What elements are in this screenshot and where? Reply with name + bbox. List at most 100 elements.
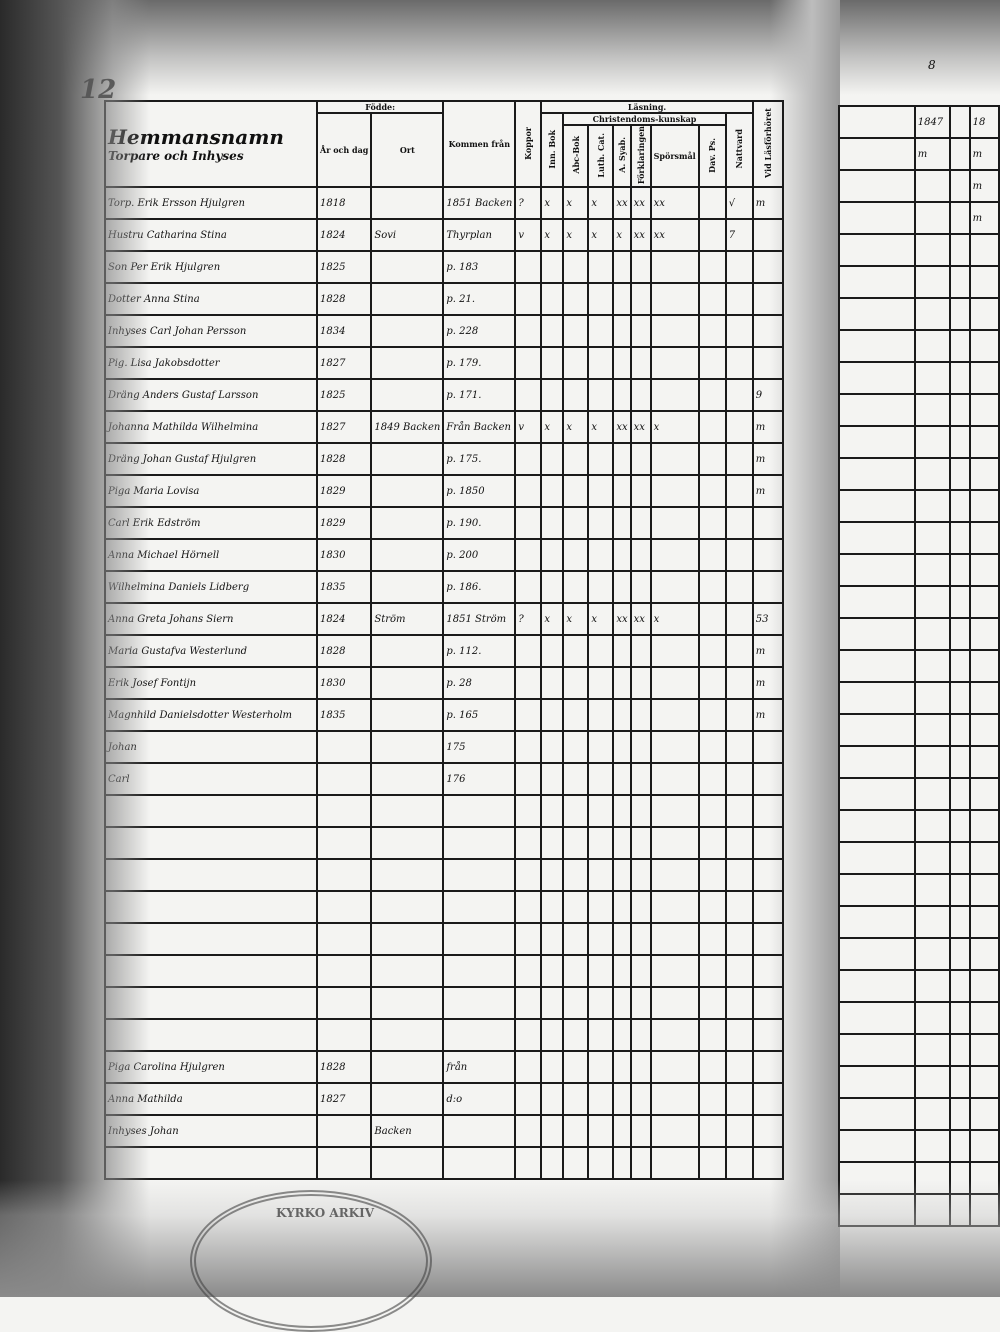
luth-label: Luth. Cat. [595, 132, 606, 178]
reading-mark [587, 1082, 615, 1117]
reading-mark: 53 [751, 602, 784, 637]
reading-mark [751, 314, 784, 349]
facing-cell [913, 649, 952, 683]
reading-mark [562, 762, 590, 797]
reading-mark [629, 538, 652, 573]
reading-mark: x [587, 186, 615, 221]
birth-date: 1824 [315, 602, 373, 637]
facing-row [838, 969, 1000, 1003]
came-from: p. 1850 [442, 474, 517, 509]
came-from: 1851 Ström [442, 602, 517, 637]
reading-mark [649, 1082, 700, 1117]
reading-mark [540, 986, 565, 1021]
facing-cell [968, 649, 1000, 683]
facing-cell [949, 329, 971, 363]
facing-cell: m [913, 137, 952, 171]
reading-mark: v [514, 410, 543, 445]
reading-mark [649, 314, 700, 349]
reading-mark [562, 1018, 590, 1053]
reading-mark [724, 538, 754, 573]
facing-cell [913, 521, 952, 555]
birth-date: 1829 [315, 506, 373, 541]
reading-mark: x [587, 218, 615, 253]
facing-cell [913, 969, 952, 1003]
reading-mark [629, 1082, 652, 1117]
birth-place [370, 890, 445, 925]
abc-label: Abc-Bok [570, 136, 581, 174]
facing-row [838, 553, 1000, 587]
reading-mark [540, 1146, 565, 1181]
reading-mark [562, 634, 590, 669]
reading-mark [514, 474, 543, 509]
reading-mark [724, 378, 754, 413]
facing-cell [913, 361, 952, 395]
table-row [104, 858, 784, 893]
facing-header-row: 1847 18 [838, 105, 1000, 139]
reading-mark [540, 634, 565, 669]
facing-cell [838, 745, 916, 779]
facing-cell [949, 265, 971, 299]
facing-row [838, 457, 1000, 491]
reading-mark [724, 346, 754, 381]
table-row: Inhyses Carl Johan Persson 1834 p. 228 [104, 314, 784, 349]
reading-mark [612, 1050, 632, 1085]
facing-cell [913, 329, 952, 363]
reading-mark: x [540, 410, 565, 445]
birth-date [315, 1018, 373, 1053]
facing-year: 1847 [913, 105, 952, 139]
facing-cell [838, 105, 916, 139]
facing-row [838, 329, 1000, 363]
reading-mark [562, 954, 590, 989]
came-from: p. 183 [442, 250, 517, 285]
header-born: Födde: [315, 100, 445, 114]
reading-mark [540, 506, 565, 541]
birth-date: 1829 [315, 474, 373, 509]
reading-mark [724, 474, 754, 509]
reading-mark [649, 346, 700, 381]
reading-mark [514, 282, 543, 317]
facing-cell [968, 745, 1000, 779]
birth-date: 1835 [315, 698, 373, 733]
reading-mark [697, 858, 727, 893]
facing-row [838, 489, 1000, 523]
came-from: d:o [442, 1082, 517, 1117]
facing-cell [968, 873, 1000, 907]
reading-mark [540, 570, 565, 605]
table-row: Pig. Lisa Jakobsdotter 1827 p. 179. [104, 346, 784, 381]
facing-cell [913, 489, 952, 523]
facing-cell [968, 553, 1000, 587]
examination-label: Vid Läsförhöret [762, 108, 773, 179]
facing-cell [968, 809, 1000, 843]
reading-mark [751, 1050, 784, 1085]
reading-mark [514, 794, 543, 829]
facing-cell [968, 457, 1000, 491]
reading-mark [587, 538, 615, 573]
table-row: Son Per Erik Hjulgren 1825 p. 183 [104, 250, 784, 285]
reading-mark: x [540, 218, 565, 253]
reading-mark [514, 570, 543, 605]
reading-mark [649, 698, 700, 733]
reading-mark: 7 [724, 218, 754, 253]
reading-mark [697, 218, 727, 253]
reading-mark [562, 794, 590, 829]
reading-mark [612, 762, 632, 797]
reading-mark [629, 506, 652, 541]
facing-row: m [838, 169, 1000, 203]
came-from: p. 186. [442, 570, 517, 605]
facing-cell [913, 1129, 952, 1163]
birth-date [315, 794, 373, 829]
reading-mark [649, 250, 700, 285]
reading-mark [612, 346, 632, 381]
reading-mark [697, 314, 727, 349]
facing-cell [913, 169, 952, 203]
header-born-place: Ort [370, 111, 445, 189]
came-from: p. 21. [442, 282, 517, 317]
birth-date: 1818 [315, 186, 373, 221]
birth-place [370, 186, 445, 221]
reading-mark [612, 538, 632, 573]
facing-year: 18 [968, 105, 1000, 139]
reading-mark [629, 282, 652, 317]
reading-mark [587, 1050, 615, 1085]
nattvard-label: Nattvard [734, 129, 745, 169]
facing-cell [949, 361, 971, 395]
